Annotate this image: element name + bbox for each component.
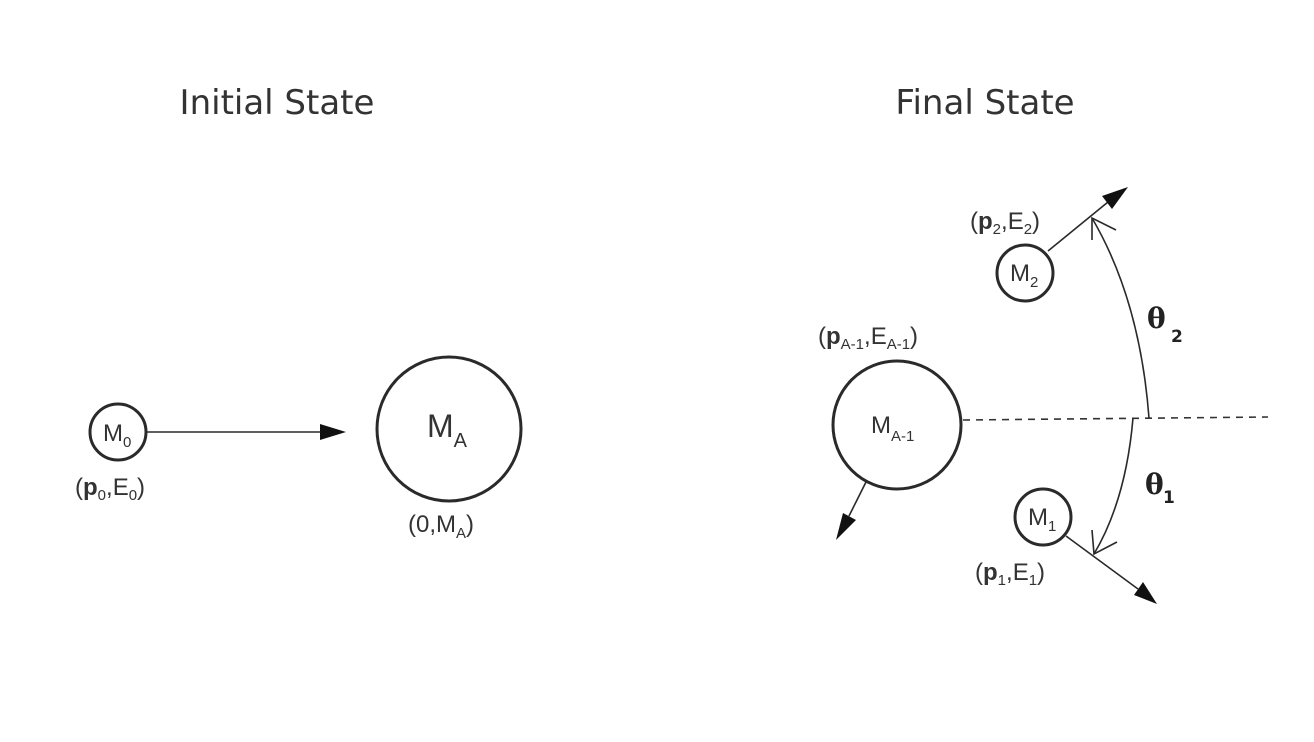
residual-nucleus (831, 359, 963, 491)
incoming-beam-arrowhead (320, 424, 346, 440)
theta-2-label: θ (1147, 302, 1166, 335)
particle-m1-momentum-energy: (p1,E1) (975, 559, 1045, 589)
particle-m1 (1013, 487, 1073, 547)
particle-m2-track-arrowhead (1102, 187, 1128, 209)
particle-m2-momentum-energy: (p2,E2) (970, 208, 1040, 238)
theta-1-label: θ (1145, 468, 1164, 501)
theta-2-arc-chevron (1091, 216, 1117, 240)
beam-axis-dashed-line (962, 416, 1269, 421)
particle-m1-track-arrowhead (1134, 582, 1157, 604)
projectile-m0-symbol: M0 (103, 420, 131, 451)
particle-m2-symbol: M2 (1010, 260, 1038, 291)
theta-1-arc-chevron (1091, 529, 1118, 556)
projectile-m0 (88, 402, 148, 462)
theta-2-subscript: 2 (1171, 327, 1183, 347)
theta-1-angle-arc (1093, 417, 1134, 555)
particle-m2-track-arrow (1047, 201, 1109, 252)
theta-2-angle-arc (1091, 217, 1150, 419)
final-state-title: Final State (895, 83, 1074, 123)
initial-state-title: Initial State (180, 83, 375, 123)
target-nucleus-ma-symbol: MA (427, 408, 468, 452)
particle-m1-symbol: M1 (1028, 504, 1056, 535)
particle-m2 (995, 243, 1055, 303)
theta-1-subscript: 1 (1163, 488, 1175, 508)
target-nucleus-ma-momentum-energy: (0,MA) (408, 511, 474, 542)
residual-nucleus-recoil-arrow (848, 481, 867, 517)
particle-m1-track-arrow (1065, 535, 1139, 590)
projectile-m0-momentum-energy: (p0,E0) (75, 474, 145, 504)
residual-nucleus-momentum-energy: (pA-1,EA-1) (818, 323, 918, 353)
target-nucleus-ma (375, 355, 523, 503)
residual-nucleus-recoil-arrowhead (836, 513, 856, 540)
residual-nucleus-symbol: MA-1 (871, 412, 914, 445)
